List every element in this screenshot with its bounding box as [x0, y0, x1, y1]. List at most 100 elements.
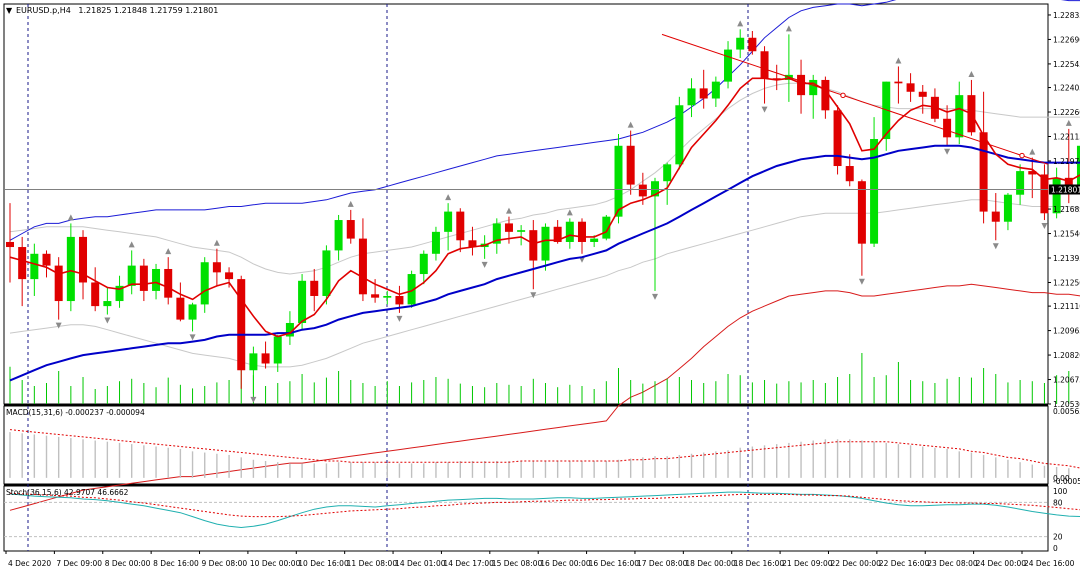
candle[interactable] — [164, 257, 173, 305]
candle[interactable] — [468, 226, 477, 256]
candle[interactable] — [870, 117, 879, 248]
candle[interactable] — [809, 74, 818, 119]
candle[interactable] — [152, 263, 161, 300]
time-tick-label: 18 Dec 00:00 — [685, 559, 736, 568]
candle[interactable] — [918, 85, 927, 114]
candle[interactable] — [614, 133, 623, 224]
candle-body — [310, 280, 319, 296]
candle[interactable] — [711, 76, 720, 107]
candle[interactable] — [273, 334, 282, 372]
candle[interactable] — [54, 257, 63, 320]
candle[interactable] — [760, 46, 769, 104]
candle[interactable] — [1028, 157, 1037, 199]
candle[interactable] — [1016, 164, 1025, 205]
candle[interactable] — [358, 218, 367, 302]
candle[interactable] — [200, 257, 209, 313]
candle[interactable] — [797, 59, 806, 114]
candle[interactable] — [784, 34, 793, 102]
candle[interactable] — [675, 96, 684, 170]
candle[interactable] — [882, 81, 891, 151]
candle-body — [54, 265, 63, 302]
candle[interactable] — [565, 218, 574, 249]
candle[interactable] — [529, 220, 538, 290]
candle[interactable] — [419, 250, 428, 285]
candle[interactable] — [979, 91, 988, 224]
candle[interactable] — [748, 31, 757, 55]
trendline-anchor[interactable] — [1019, 152, 1025, 159]
candle[interactable] — [115, 275, 124, 308]
trendline[interactable] — [661, 33, 1049, 165]
candle[interactable] — [1040, 164, 1049, 221]
candle[interactable] — [444, 203, 453, 251]
candle[interactable] — [346, 209, 355, 244]
candle[interactable] — [261, 341, 270, 369]
candle[interactable] — [127, 250, 136, 295]
candle[interactable] — [967, 79, 976, 136]
candle[interactable] — [821, 76, 830, 119]
candle[interactable] — [492, 218, 501, 254]
candle[interactable] — [906, 73, 915, 102]
candle[interactable] — [188, 302, 197, 332]
time-tick-label: 8 Dec 16:00 — [153, 559, 199, 568]
candle[interactable] — [103, 287, 112, 315]
candle[interactable] — [176, 282, 185, 322]
candle[interactable] — [79, 230, 88, 300]
candle[interactable] — [724, 41, 733, 89]
candle[interactable] — [480, 235, 489, 259]
candle[interactable] — [602, 214, 611, 241]
candle[interactable] — [577, 218, 586, 254]
trendline-anchor[interactable] — [840, 92, 846, 99]
trendline-segment[interactable] — [661, 33, 1049, 165]
price-tick-label: 1.22115 — [1053, 132, 1080, 141]
candle[interactable] — [383, 290, 392, 305]
candle[interactable] — [212, 248, 221, 286]
candle-body — [1052, 177, 1061, 214]
candle[interactable] — [1076, 131, 1080, 202]
candle[interactable] — [225, 267, 234, 288]
candle[interactable] — [249, 346, 258, 394]
price-tick-label: 1.21540 — [1053, 230, 1080, 239]
candle[interactable] — [431, 226, 440, 261]
candle[interactable] — [407, 270, 416, 308]
candle[interactable] — [845, 154, 854, 187]
candle[interactable] — [371, 279, 380, 303]
candle[interactable] — [91, 267, 100, 312]
candle[interactable] — [334, 214, 343, 261]
candle[interactable] — [857, 179, 866, 276]
candle[interactable] — [310, 268, 319, 312]
candle[interactable] — [18, 236, 27, 307]
candle[interactable] — [894, 66, 903, 104]
candle[interactable] — [30, 243, 39, 296]
candle[interactable] — [651, 177, 660, 291]
candle-body — [1016, 171, 1025, 195]
candle[interactable] — [456, 208, 465, 253]
fractal-down-marker — [396, 315, 403, 322]
candle[interactable] — [237, 275, 246, 389]
candle[interactable] — [322, 245, 331, 305]
candle[interactable] — [955, 81, 964, 145]
candle[interactable] — [139, 258, 148, 302]
candle[interactable] — [285, 311, 294, 345]
candle[interactable] — [42, 250, 51, 278]
candle[interactable] — [517, 225, 526, 246]
candle[interactable] — [66, 223, 75, 312]
candle[interactable] — [1003, 193, 1012, 231]
candle[interactable] — [833, 105, 842, 175]
candle[interactable] — [687, 78, 696, 118]
candle-body — [553, 226, 562, 242]
candle-body — [906, 83, 915, 92]
candle[interactable] — [930, 88, 939, 123]
candle-body — [1040, 174, 1049, 214]
candle[interactable] — [736, 29, 745, 59]
candle[interactable] — [699, 69, 708, 109]
candle[interactable] — [541, 223, 550, 271]
symbol-dropdown-icon[interactable]: ▼ — [6, 6, 13, 15]
time-axis: 4 Dec 2020 7 Dec 09:00 8 Dec 00:00 8 Dec 16… — [5, 551, 1075, 568]
candle[interactable] — [6, 203, 14, 283]
candle[interactable] — [626, 130, 635, 195]
candle[interactable] — [991, 193, 1000, 241]
candle[interactable] — [663, 162, 672, 205]
candles[interactable] — [6, 29, 1080, 394]
